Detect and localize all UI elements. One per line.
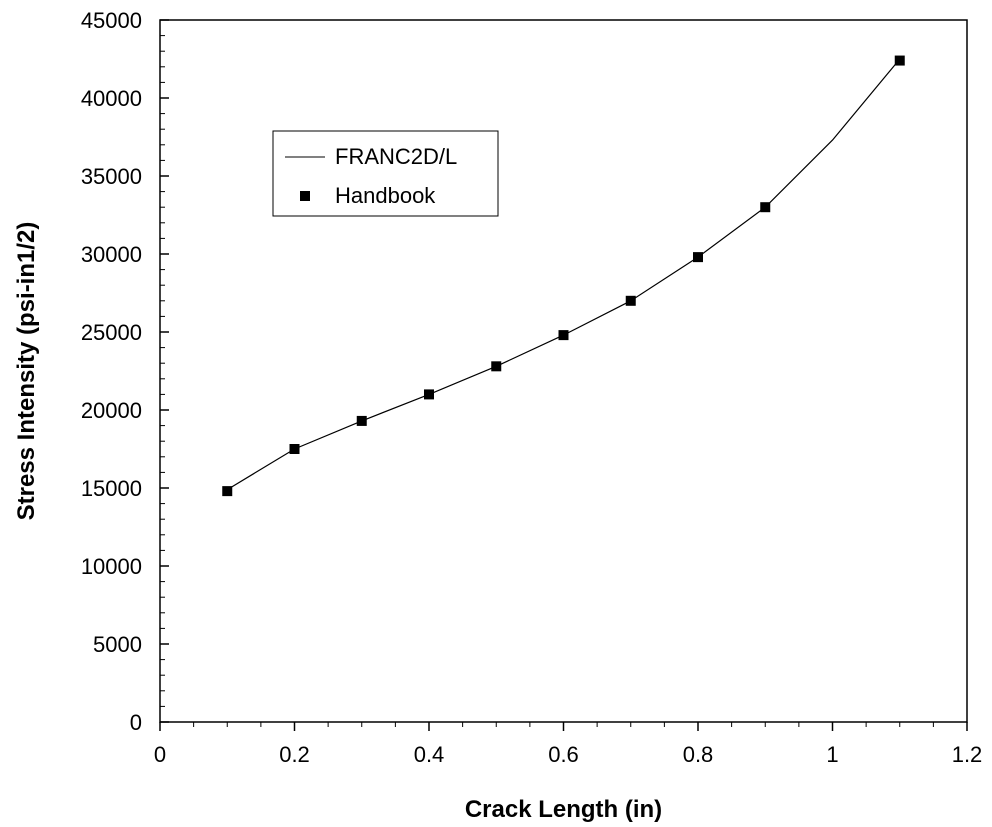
data-point-handbook	[894, 55, 905, 66]
x-tick-label: 1.2	[952, 742, 983, 767]
data-point-handbook	[289, 444, 300, 454]
data-point-handbook	[424, 389, 434, 400]
data-point-handbook	[491, 361, 502, 372]
legend-label-handbook: Handbook	[335, 183, 436, 208]
series-layer	[222, 55, 905, 497]
data-point-handbook	[356, 415, 367, 426]
legend: FRANC2D/L Handbook	[272, 130, 499, 217]
x-tick-label: 1	[826, 742, 838, 767]
y-tick-label: 40000	[81, 86, 142, 111]
x-tick-label: 0.4	[414, 742, 445, 767]
y-tick-label: 15000	[81, 476, 142, 501]
legend-label-franc2dl: FRANC2D/L	[335, 144, 457, 169]
x-tick-label: 0.6	[548, 742, 579, 767]
y-tick-label: 45000	[81, 8, 142, 33]
y-tick-label: 5000	[93, 632, 142, 657]
data-point-handbook	[625, 295, 636, 306]
x-tick-label: 0.8	[683, 742, 714, 767]
y-tick-label: 25000	[81, 320, 142, 345]
plot-frame	[159, 19, 968, 723]
data-point-handbook	[760, 202, 771, 213]
legend-box	[272, 130, 499, 217]
series-line-franc2dl	[226, 58, 901, 491]
y-tick-label: 30000	[81, 242, 142, 267]
data-point-handbook	[558, 330, 569, 341]
y-tick-label: 35000	[81, 164, 142, 189]
data-point-handbook	[222, 486, 233, 497]
x-tick-label: 0.2	[279, 742, 310, 767]
y-axis-title: Stress Intensity (psi-in1/2)	[13, 222, 40, 521]
x-axis-title: Crack Length (in)	[465, 796, 662, 823]
y-tick-label: 10000	[81, 554, 142, 579]
y-tick-label: 20000	[81, 398, 142, 423]
legend-marker-sample	[300, 191, 310, 201]
y-axis-ticks: 0 5000 10000 15000 20000 25000 30000 35000 40000…	[81, 8, 169, 735]
plot-area-border	[159, 19, 968, 723]
y-tick-label: 0	[130, 710, 142, 735]
data-point-handbook	[693, 252, 703, 263]
x-axis-ticks: 0 0.2 0.4 0.6 0.8 1 1.2	[154, 722, 982, 767]
x-tick-label: 0	[154, 742, 166, 767]
